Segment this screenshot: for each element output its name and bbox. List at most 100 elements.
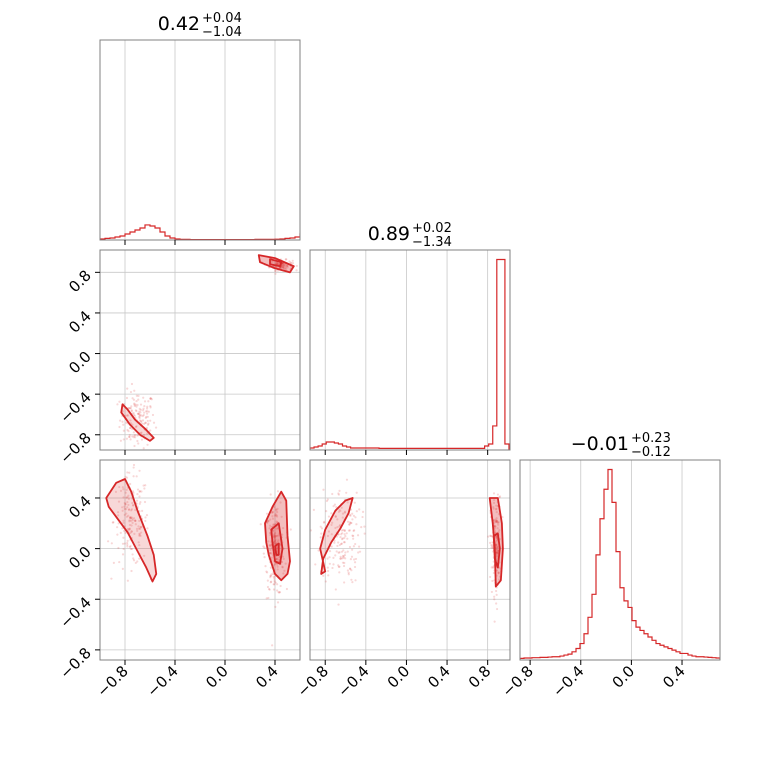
- sample-point: [269, 493, 272, 496]
- sample-point: [495, 552, 498, 555]
- sample-point: [493, 519, 496, 522]
- sample-point: [266, 521, 269, 524]
- sample-point: [134, 456, 136, 458]
- sample-point: [273, 577, 276, 580]
- sample-point: [267, 540, 270, 543]
- sample-point: [150, 398, 153, 401]
- sample-point: [266, 585, 270, 589]
- sample-point: [274, 542, 277, 545]
- sample-point: [134, 425, 138, 428]
- sample-point: [114, 490, 118, 493]
- sample-point: [276, 262, 280, 265]
- x-tick-label: 0.0: [202, 662, 232, 692]
- sample-point: [319, 536, 322, 539]
- sample-point: [131, 435, 134, 438]
- sample-point: [266, 571, 269, 574]
- sample-point: [276, 490, 280, 493]
- sample-point: [270, 511, 274, 514]
- sample-point: [122, 438, 125, 441]
- sample-point: [338, 565, 341, 568]
- sample-point: [322, 488, 325, 491]
- sample-point: [269, 551, 272, 555]
- sample-point: [132, 466, 135, 469]
- sample-point: [345, 532, 348, 535]
- sample-point: [495, 543, 498, 546]
- sample-point: [342, 564, 346, 568]
- sample-point: [152, 421, 156, 424]
- sample-point: [349, 567, 352, 571]
- sample-point: [354, 516, 357, 519]
- sample-point: [263, 556, 266, 559]
- sample-point: [126, 387, 129, 390]
- sample-point: [275, 527, 278, 530]
- sample-point: [276, 540, 279, 543]
- sample-point: [340, 550, 344, 553]
- sample-point: [132, 411, 135, 415]
- sample-point: [135, 527, 139, 531]
- sample-point: [269, 548, 272, 551]
- sample-point: [343, 561, 346, 565]
- sample-point: [348, 567, 352, 570]
- sample-point: [489, 534, 492, 538]
- sample-point: [344, 551, 347, 554]
- sample-point: [135, 499, 139, 502]
- sample-point: [272, 535, 275, 538]
- sample-point: [495, 550, 498, 554]
- sample-point: [491, 541, 494, 544]
- sample-point: [498, 529, 501, 532]
- sample-point: [121, 420, 124, 423]
- sample-point: [135, 399, 138, 403]
- sample-point: [495, 544, 498, 547]
- sample-point: [140, 438, 144, 441]
- sample-point: [265, 570, 268, 573]
- sample-point: [337, 493, 340, 496]
- sample-point: [127, 430, 130, 433]
- sample-point: [352, 529, 355, 533]
- sample-point: [488, 541, 492, 544]
- sample-point: [149, 397, 152, 400]
- sample-point: [266, 579, 269, 582]
- sample-point: [328, 562, 331, 565]
- sample-point: [277, 534, 280, 537]
- sample-point: [146, 423, 150, 426]
- sample-point: [119, 531, 122, 535]
- sample-point: [348, 523, 351, 526]
- sample-point: [143, 422, 146, 425]
- sample-point: [333, 541, 336, 544]
- sample-point: [497, 571, 500, 574]
- sample-point: [341, 557, 344, 560]
- x-tick-label: 0.4: [424, 662, 454, 692]
- sample-point: [140, 420, 143, 424]
- sample-point: [129, 519, 133, 522]
- sample-point: [350, 521, 353, 525]
- sample-point: [126, 445, 128, 447]
- sample-point: [140, 490, 143, 493]
- x-tick-label: 0.0: [609, 662, 639, 692]
- sample-point: [118, 400, 121, 403]
- sample-point: [140, 419, 143, 423]
- density-contour: [270, 522, 284, 565]
- sample-point: [141, 414, 144, 418]
- sample-point: [136, 529, 139, 532]
- sample-point: [122, 547, 125, 551]
- sample-point: [144, 421, 147, 424]
- sample-point: [334, 526, 337, 530]
- sample-point: [259, 523, 262, 526]
- sample-point: [274, 534, 277, 538]
- sample-point: [138, 410, 141, 413]
- sample-point: [121, 527, 124, 530]
- sample-point: [270, 545, 273, 548]
- sample-point: [131, 553, 134, 556]
- sample-point: [283, 569, 286, 572]
- sample-point: [116, 511, 120, 514]
- sample-point: [346, 537, 349, 540]
- sample-point: [128, 407, 131, 410]
- sample-point: [151, 413, 155, 417]
- sample-point: [361, 515, 364, 519]
- sample-point: [339, 555, 342, 558]
- sample-point: [271, 510, 275, 513]
- sample-point: [138, 416, 141, 420]
- sample-point: [495, 589, 498, 593]
- sample-point: [496, 555, 499, 558]
- sample-point: [270, 556, 274, 559]
